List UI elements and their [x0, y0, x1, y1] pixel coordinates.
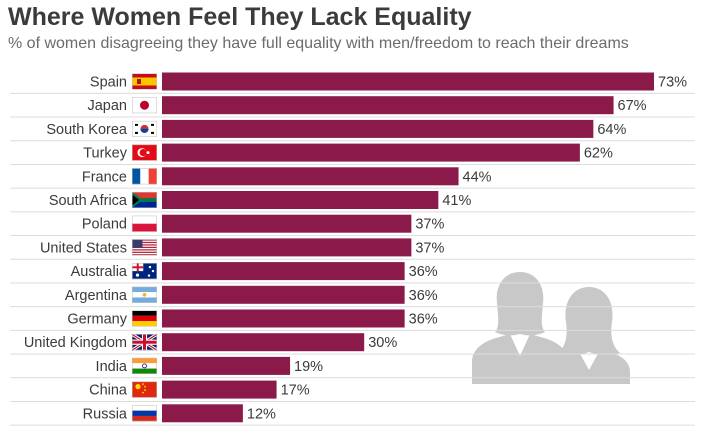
category-label-india: India: [96, 359, 128, 375]
chart-title: Where Women Feel They Lack Equality: [8, 3, 472, 31]
poland-flag-icon: [132, 215, 157, 232]
bar-united-states: [162, 238, 412, 257]
australia-flag-icon: [132, 263, 157, 280]
category-label-turkey: Turkey: [83, 146, 128, 162]
japan-flag-icon: [132, 97, 157, 114]
value-label-china: 17%: [281, 383, 310, 399]
value-label-united-states: 37%: [415, 240, 444, 256]
value-label-spain: 73%: [658, 75, 687, 91]
bar-france: [162, 167, 459, 186]
category-label-japan: Japan: [87, 98, 127, 114]
united-states-flag-icon: [132, 239, 157, 256]
france-flag-icon: [132, 168, 157, 185]
value-label-japan: 67%: [618, 98, 647, 114]
bar-australia: [162, 262, 405, 281]
category-label-argentina: Argentina: [65, 288, 128, 304]
germany-flag-icon: [132, 310, 157, 327]
bar-turkey: [162, 143, 580, 162]
value-label-france: 44%: [463, 169, 492, 185]
category-label-france: France: [82, 169, 127, 185]
category-label-united-states: United States: [40, 240, 127, 256]
bar-united-kingdom: [162, 333, 365, 352]
value-label-germany: 36%: [409, 312, 438, 328]
russia-flag-icon: [132, 405, 157, 422]
category-label-china: China: [89, 383, 128, 399]
united-kingdom-flag-icon: [131, 332, 158, 352]
bar-poland: [162, 214, 412, 233]
value-label-south-africa: 41%: [442, 193, 471, 209]
south-korea-flag-icon: [132, 120, 157, 137]
china-flag-icon: [132, 381, 157, 398]
category-label-united-kingdom: United Kingdom: [24, 335, 127, 351]
argentina-flag-icon: [132, 286, 157, 303]
bar-argentina: [162, 285, 405, 304]
bar-russia: [162, 404, 243, 423]
category-label-russia: Russia: [83, 406, 128, 422]
two-women-silhouette-icon: [472, 272, 630, 384]
bar-china: [162, 380, 277, 399]
value-label-argentina: 36%: [409, 288, 438, 304]
value-label-poland: 37%: [415, 217, 444, 233]
south-africa-flag-icon: [132, 192, 157, 208]
value-label-australia: 36%: [409, 264, 438, 280]
spain-flag-icon: [132, 73, 157, 90]
value-label-india: 19%: [294, 359, 323, 375]
bar-germany: [162, 309, 405, 328]
bar-india: [162, 356, 291, 375]
category-label-poland: Poland: [82, 217, 127, 233]
bar-spain: [162, 72, 654, 91]
category-label-south-korea: South Korea: [46, 122, 128, 138]
value-label-turkey: 62%: [584, 146, 613, 162]
india-flag-icon: [132, 357, 157, 374]
bar-south-africa: [162, 191, 439, 209]
value-label-russia: 12%: [247, 406, 276, 422]
category-label-spain: Spain: [90, 75, 127, 91]
bar-south-korea: [162, 119, 594, 138]
chart-subtitle: % of women disagreeing they have full eq…: [8, 35, 629, 52]
value-label-south-korea: 64%: [597, 122, 626, 138]
category-label-south-africa: South Africa: [49, 193, 128, 209]
bar-japan: [162, 96, 614, 115]
value-label-united-kingdom: 30%: [368, 335, 397, 351]
category-label-germany: Germany: [67, 312, 127, 328]
turkey-flag-icon: [132, 144, 157, 161]
category-label-australia: Australia: [71, 264, 128, 280]
